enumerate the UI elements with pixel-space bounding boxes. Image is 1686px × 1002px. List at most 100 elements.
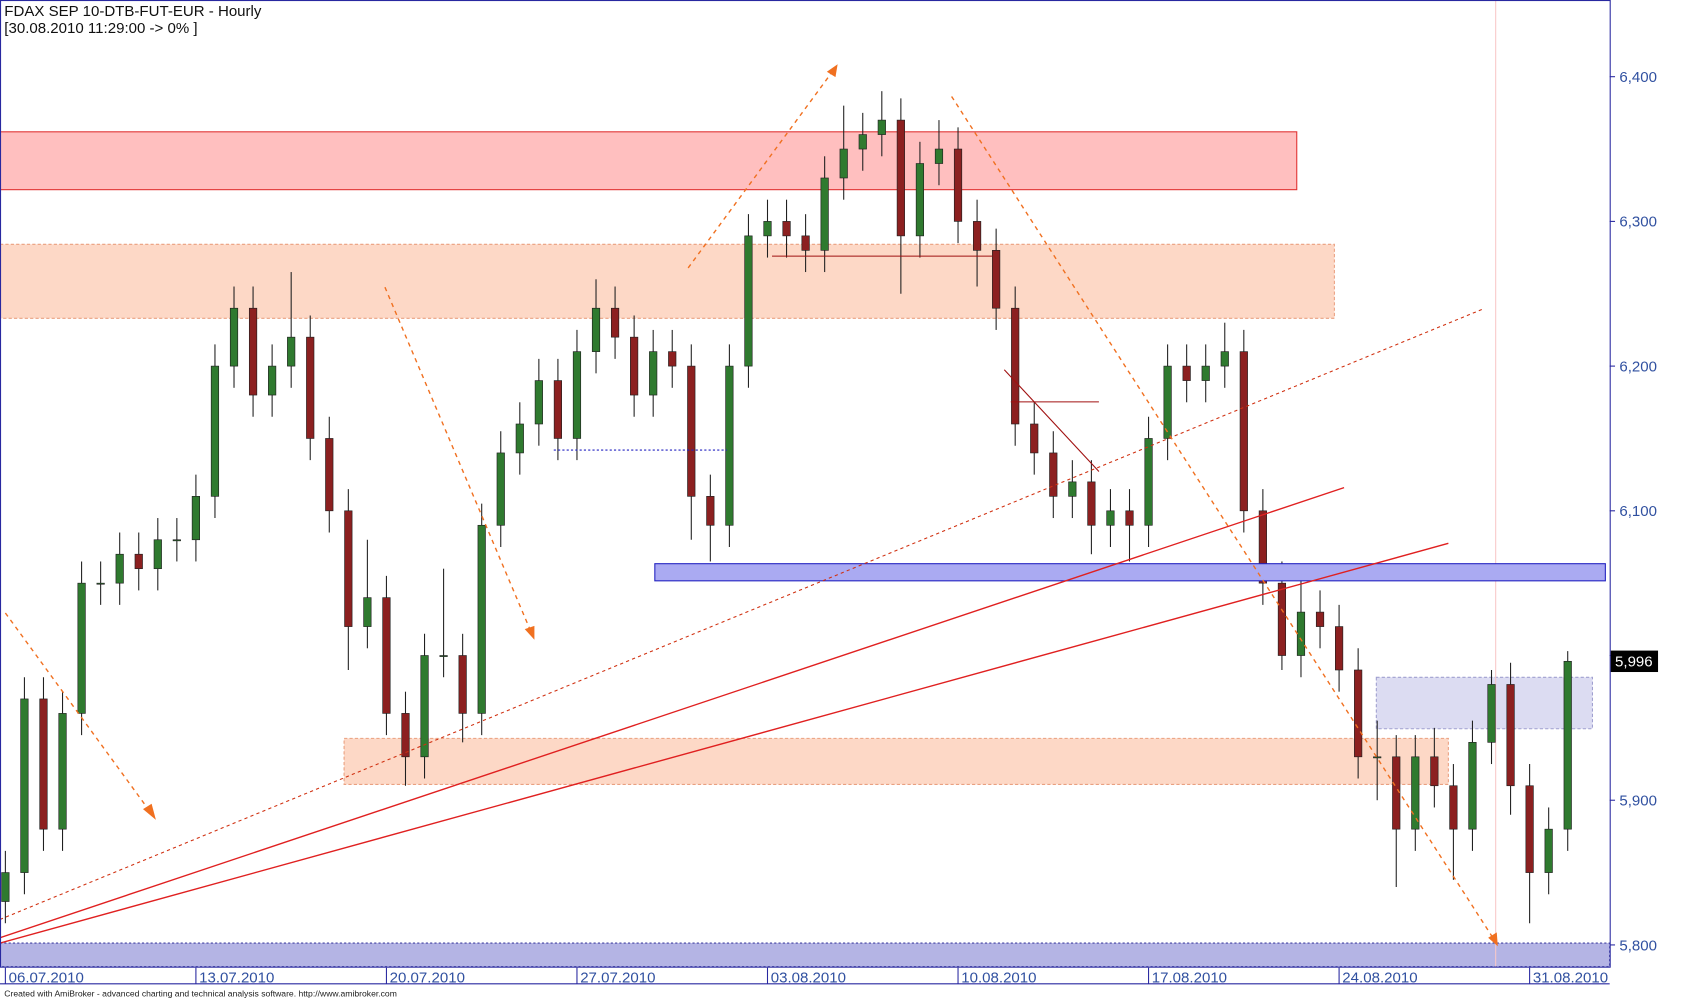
candle-body	[58, 713, 67, 830]
candle-body	[268, 365, 277, 396]
y-tick-label: 6,400	[1619, 69, 1657, 86]
candle-body	[1106, 510, 1115, 526]
candle-body	[1430, 756, 1439, 787]
arrow	[384, 286, 532, 633]
candle-body	[1201, 365, 1210, 381]
trend-line	[0, 308, 1485, 920]
support-zone	[654, 563, 1606, 582]
x-tick-label: 20.07.2010	[390, 970, 465, 987]
candle-body	[1011, 307, 1020, 425]
candle-body	[801, 235, 810, 251]
candle-body	[77, 582, 86, 714]
candle-body	[325, 438, 334, 512]
candle-body	[630, 336, 639, 396]
candle-body	[363, 597, 372, 627]
candle-body	[1239, 351, 1248, 512]
candle-body	[610, 307, 620, 338]
candle-body	[515, 423, 524, 454]
arrowhead	[1488, 932, 1498, 947]
candle-body	[839, 148, 848, 179]
candle-body	[248, 307, 258, 396]
x-tick-label: 27.07.2010	[580, 970, 655, 987]
candle-body	[458, 655, 467, 714]
candle-body	[1277, 582, 1287, 656]
candle-body	[534, 380, 543, 425]
candle-body	[915, 163, 925, 237]
support-band	[0, 942, 1611, 968]
candle-body	[1544, 828, 1553, 873]
candle-body	[591, 307, 601, 352]
candle-body	[477, 524, 486, 714]
x-tick-label: 24.08.2010	[1342, 970, 1417, 987]
last-price-label: 5,996	[1615, 654, 1653, 671]
candle-body	[134, 553, 143, 570]
candle-body	[496, 452, 505, 526]
candle-body	[896, 119, 905, 237]
candle-body	[1125, 510, 1134, 526]
candle-body	[306, 336, 315, 439]
chart-title: FDAX SEP 10-DTB-FUT-EUR - Hourly	[4, 3, 262, 20]
candle-body	[1563, 660, 1572, 830]
plot-frame	[0, 0, 1611, 968]
candle-body	[210, 365, 220, 497]
candle-body	[972, 221, 982, 251]
candle-body	[1087, 481, 1096, 526]
candle-body	[706, 496, 715, 526]
resistance-zone	[0, 131, 1298, 191]
candle-body	[439, 655, 448, 657]
candle-body	[1296, 611, 1306, 656]
candle-body	[820, 177, 829, 251]
arrows	[4, 71, 1495, 940]
candle-body	[1506, 684, 1515, 787]
x-tick-label: 03.08.2010	[771, 970, 846, 987]
y-tick-label: 6,100	[1619, 503, 1657, 520]
candle-body	[877, 119, 886, 135]
candle-body	[39, 698, 48, 830]
candle-body	[572, 351, 582, 439]
candle-body	[1411, 756, 1420, 830]
candle-body	[1392, 756, 1401, 830]
x-tick-label: 31.08.2010	[1533, 970, 1608, 987]
candle-body	[1487, 684, 1496, 743]
candle-body	[1163, 365, 1172, 439]
candle-body	[1468, 742, 1477, 830]
candle-body	[1068, 481, 1077, 497]
candle-body	[992, 250, 1001, 309]
support-zone	[343, 737, 1449, 785]
candle-body	[382, 597, 391, 714]
candle-body	[1, 872, 10, 902]
arrowheads	[143, 64, 1498, 947]
candle-body	[96, 582, 105, 585]
trend-line	[0, 486, 1345, 939]
candle-body	[668, 351, 677, 367]
x-tick-label: 10.08.2010	[961, 970, 1036, 987]
candle-body	[1144, 438, 1153, 526]
candle-body	[172, 539, 181, 542]
y-tick-label: 5,900	[1619, 793, 1657, 810]
candle-body	[1354, 669, 1363, 758]
candle-body	[401, 713, 410, 758]
trend-lines	[0, 64, 1606, 947]
candle-body	[1449, 785, 1458, 830]
chart-subtitle: [30.08.2010 11:29:00 -> 0% ]	[4, 20, 197, 37]
arrowhead	[143, 803, 156, 820]
candle-body	[1030, 423, 1039, 454]
candle-body	[153, 539, 162, 570]
candle-body	[20, 698, 29, 873]
x-tick-label: 17.08.2010	[1152, 970, 1227, 987]
candle-body	[782, 221, 791, 237]
candle-body	[553, 380, 562, 439]
arrow	[951, 96, 1495, 940]
candle-body	[1373, 756, 1382, 759]
candle-body	[687, 365, 696, 497]
y-tick-label: 5,800	[1619, 937, 1657, 954]
arrowhead	[524, 625, 535, 640]
trend-line	[0, 542, 1449, 944]
candle-body	[344, 510, 353, 627]
candle-body	[649, 351, 658, 396]
candle-body	[191, 496, 200, 541]
support-zone	[1375, 676, 1593, 730]
arrowhead	[826, 64, 838, 78]
x-tick-label: 13.07.2010	[199, 970, 274, 987]
